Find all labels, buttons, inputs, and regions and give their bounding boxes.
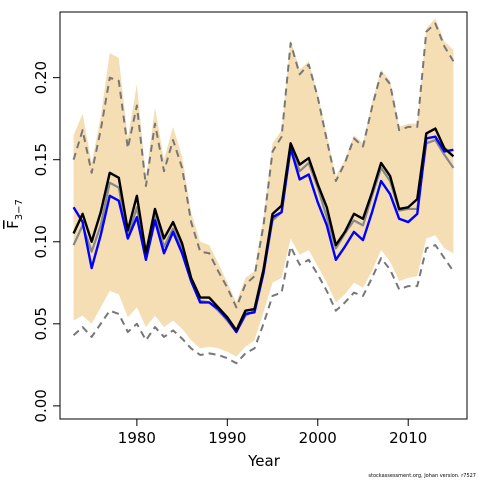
- x-axis-title: Year: [247, 452, 281, 470]
- confidence-band-layer: [73, 18, 454, 357]
- upper-bound-line: [72, 22, 455, 309]
- y-axis-title-subscript: 3−7: [14, 199, 25, 220]
- series-layer: [72, 22, 455, 365]
- confidence-band: [73, 18, 454, 357]
- y-axis-title: F3−7: [4, 199, 25, 229]
- x-tick-label-1980: 1980: [118, 429, 156, 447]
- x-tick-label-2010: 2010: [389, 429, 427, 447]
- svg-text:F3−7: F3−7: [4, 199, 25, 229]
- y-tick-label-0: 0.00: [32, 389, 50, 422]
- y-tick-label-2: 0.10: [32, 225, 50, 258]
- lower-bound-line: [72, 244, 455, 365]
- y-axis-title-main: F: [4, 220, 22, 229]
- x-tick-label-2000: 2000: [299, 429, 337, 447]
- y-axis: 0.00 0.05 0.10 0.15 0.20: [32, 61, 60, 423]
- y-tick-label-4: 0.20: [32, 61, 50, 94]
- estimate-line: [72, 127, 455, 332]
- x-tick-label-1990: 1990: [208, 429, 246, 447]
- y-tick-label-3: 0.15: [32, 143, 50, 176]
- credit-text: stockassessment.org, Johan version. r752…: [368, 473, 476, 479]
- x-axis: 1980 1990 2000 2010: [118, 419, 427, 447]
- plot-frame: [59, 11, 468, 420]
- y-tick-label-1: 0.05: [32, 307, 50, 340]
